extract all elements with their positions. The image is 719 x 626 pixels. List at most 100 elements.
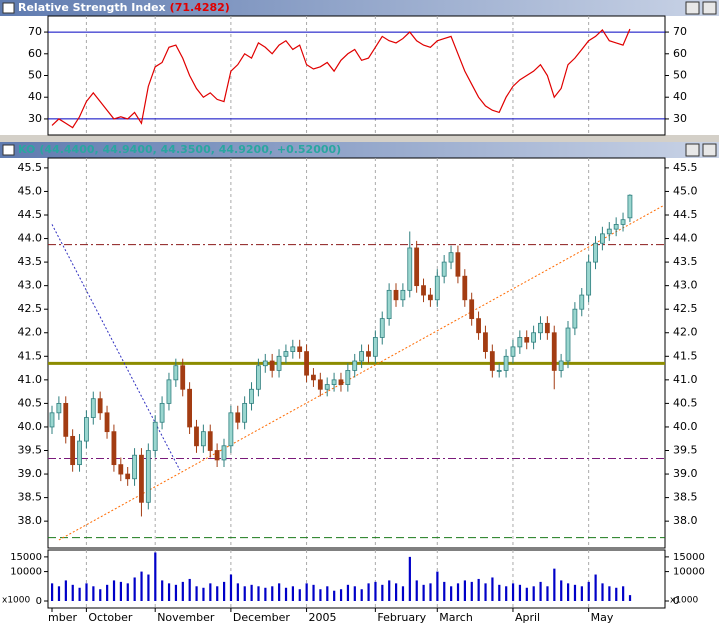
candle-body (70, 435, 76, 466)
volume-bar (511, 583, 515, 601)
y-tick-label: 44.0 (673, 232, 698, 245)
volume-bar (264, 587, 267, 601)
separator (0, 135, 719, 142)
volume-bar (291, 586, 294, 601)
y-tick-label: 70 (28, 25, 42, 38)
candle-body (290, 346, 296, 352)
candle-body (242, 402, 248, 423)
volume-bar (553, 568, 556, 601)
candle-body (476, 318, 481, 334)
candle-body (407, 247, 413, 291)
y-tick-label: 15000 (673, 552, 705, 563)
y-tick-label: 45.0 (18, 184, 43, 197)
volume-bar (484, 583, 487, 601)
y-tick-label: 42.0 (673, 326, 698, 339)
volume-bar (594, 574, 597, 601)
candle-body (228, 412, 234, 447)
volume-bar (450, 586, 453, 601)
volume-bar (546, 586, 549, 601)
y-tick-label: 10000 (10, 567, 42, 578)
y-tick-label: 30 (28, 112, 42, 125)
candle-body (400, 289, 406, 301)
y-tick-label: 39.5 (673, 444, 698, 457)
volume-bar (374, 581, 377, 601)
volume-bar (154, 552, 157, 601)
candle-body (118, 464, 124, 475)
y-tick-label: 41.5 (673, 349, 698, 362)
y-tick-label: 0 (36, 596, 42, 607)
candle-body (77, 440, 82, 466)
volume-bar (161, 580, 164, 601)
candle-body (207, 431, 213, 451)
candle-body (627, 194, 633, 219)
y-tick-label: 60 (673, 47, 687, 60)
candle-body (49, 412, 55, 428)
volume-bar (532, 586, 535, 601)
y-tick-label: 40.0 (18, 420, 43, 433)
candle-body (145, 450, 151, 503)
maximize-button[interactable] (685, 143, 700, 157)
candle-body (111, 431, 117, 466)
y-tick-label: 39.5 (18, 444, 43, 457)
maximize-button[interactable] (685, 1, 700, 15)
volume-bar (298, 589, 301, 601)
volume-bar (78, 587, 81, 601)
candle-body (352, 360, 358, 371)
close-button[interactable] (702, 1, 717, 15)
y-tick-label: 45.5 (18, 161, 43, 174)
x-tick-label: April (515, 611, 540, 624)
x-tick-label: May (591, 611, 614, 624)
volume-bar (51, 583, 54, 601)
candle-body (84, 417, 89, 442)
panel-icon[interactable] (2, 2, 15, 14)
close-button[interactable] (702, 143, 717, 157)
volume-bar (250, 584, 253, 601)
volume-bar (278, 583, 281, 601)
candle-body (586, 261, 592, 296)
y-tick-label: 40.5 (673, 396, 698, 409)
volume-bar (395, 583, 398, 601)
y-tick-label: 41.5 (18, 349, 43, 362)
candle-body (166, 379, 172, 404)
title: Relative Strength Index (18, 1, 166, 14)
candle-body (180, 365, 186, 390)
candle-body (386, 289, 392, 320)
y-tick-label: 39.0 (673, 467, 698, 480)
volume-bar (491, 577, 494, 601)
panel-icon[interactable] (2, 144, 15, 156)
volume-bar (346, 584, 350, 601)
candle-body (434, 275, 440, 301)
y-tick-label: 45.0 (673, 184, 698, 197)
candle-body (139, 454, 144, 503)
candle-body (63, 402, 69, 437)
volume-bar (284, 587, 288, 601)
value-label: (71.4282) (170, 1, 230, 14)
y-tick-label: 45.5 (673, 161, 698, 174)
value-label: (44.4400, 44.9400, 44.3500, 44.9200, +0.… (39, 143, 341, 156)
y-tick-label: 41.0 (673, 373, 698, 386)
volume-bar (326, 586, 329, 601)
volume-bar (436, 571, 439, 601)
plot-area (48, 194, 665, 541)
volume-bar (539, 581, 542, 601)
candle-body (613, 224, 619, 230)
unit-label: x1000 (670, 596, 699, 606)
candle-body (483, 332, 488, 352)
candle-body (510, 346, 516, 357)
candle-body (448, 252, 454, 263)
volume-bar (243, 586, 246, 601)
candle-body (551, 332, 557, 371)
candle-body (304, 351, 309, 376)
volume-bar (319, 589, 322, 601)
x-tick-label: March (439, 611, 473, 624)
candle-body (345, 370, 351, 385)
volume-bar (401, 586, 405, 601)
candle-body (524, 337, 530, 343)
volume-bar (339, 589, 343, 601)
candle-body (544, 322, 550, 334)
candle-body (558, 360, 564, 371)
candle-body (469, 299, 475, 320)
volume-bar (608, 586, 611, 601)
y-tick-label: 42.5 (673, 302, 698, 315)
